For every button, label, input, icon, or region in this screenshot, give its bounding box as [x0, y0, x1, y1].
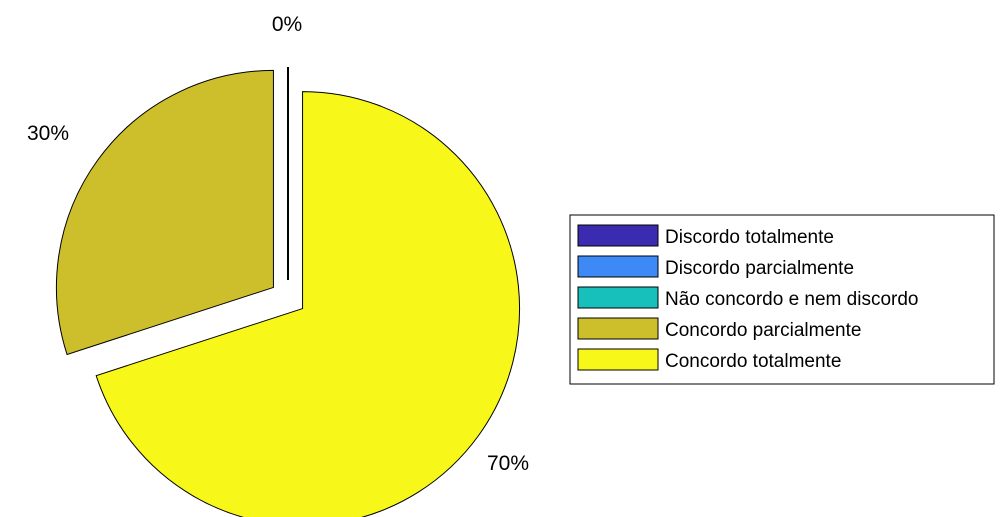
legend: Discordo totalmente Discordo parcialment…: [569, 214, 995, 385]
legend-label-discordo-totalmente: Discordo totalmente: [665, 227, 834, 248]
legend-swatch-nao-concordo-nem-discordo: [577, 286, 659, 309]
legend-swatch-discordo-totalmente: [577, 224, 659, 247]
legend-swatch-concordo-totalmente: [577, 348, 659, 371]
legend-swatch-discordo-parcialmente: [577, 255, 659, 278]
pct-label-concordo-totalmente: 70%: [487, 452, 529, 475]
legend-label-concordo-totalmente: Concordo totalmente: [665, 351, 841, 372]
pie-slices: [55, 67, 521, 517]
pct-label-zero: 0%: [272, 13, 302, 36]
legend-label-nao-concordo-nem-discordo: Não concordo e nem discordo: [665, 289, 918, 310]
legend-label-discordo-parcialmente: Discordo parcialmente: [665, 258, 854, 279]
pct-label-concordo-parcialmente: 30%: [27, 122, 69, 145]
pie-slice-concordo-parcialmente: [55, 69, 274, 356]
pie-slice-concordo-totalmente: [95, 91, 521, 517]
legend-swatch-concordo-parcialmente: [577, 317, 659, 340]
legend-label-concordo-parcialmente: Concordo parcialmente: [665, 320, 861, 341]
